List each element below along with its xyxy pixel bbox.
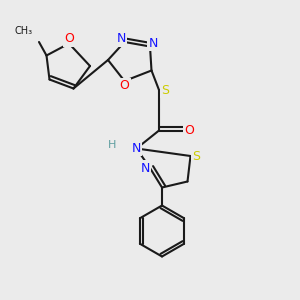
Text: O: O <box>184 124 194 137</box>
Text: N: N <box>141 161 150 175</box>
Text: N: N <box>148 37 158 50</box>
Text: N: N <box>117 32 126 46</box>
Text: O: O <box>64 32 74 46</box>
Text: S: S <box>161 83 169 97</box>
Text: N: N <box>132 142 141 155</box>
Text: S: S <box>193 149 200 163</box>
Text: CH₃: CH₃ <box>15 26 33 36</box>
Text: H: H <box>108 140 117 151</box>
Text: O: O <box>120 79 129 92</box>
